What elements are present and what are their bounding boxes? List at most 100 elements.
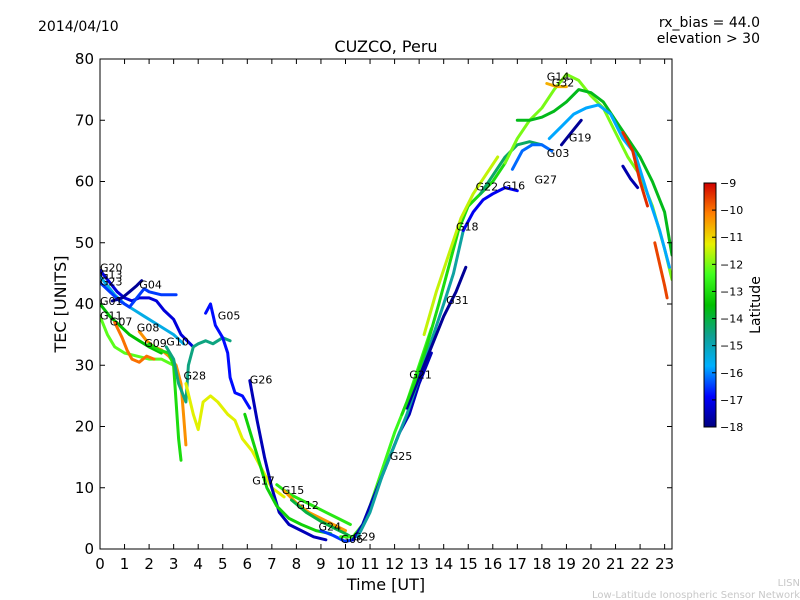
x-tick-label: 1 [120, 555, 130, 573]
sat-label-G13: G13 [100, 268, 123, 281]
series-G19 [560, 118, 583, 147]
series-G31 [405, 265, 468, 410]
series-G22 [422, 155, 500, 337]
series-G01 [100, 302, 163, 355]
y-tick-label: 50 [75, 234, 94, 252]
series-group [100, 72, 672, 544]
x-tick-label: 22 [631, 555, 650, 573]
footer-line1: LISN [778, 578, 800, 589]
chart-title: CUZCO, Peru [334, 37, 437, 56]
series-G_C [621, 131, 649, 208]
sat-label-G07: G07 [110, 315, 133, 328]
sat-label-G19: G19 [569, 132, 592, 145]
series-G26 [248, 379, 328, 542]
series-G_B [547, 103, 671, 269]
colorbar-tick-label: −13 [720, 285, 743, 298]
sat-label-G05: G05 [218, 309, 241, 322]
x-tick-label: 11 [360, 555, 379, 573]
sat-label-G27: G27 [535, 173, 558, 186]
x-tick-label: 20 [581, 555, 600, 573]
series-G07 [113, 320, 156, 364]
x-tick-label: 23 [655, 555, 674, 573]
y-axis-label: TEC [UNITS] [51, 256, 70, 354]
x-tick-label: 0 [95, 555, 105, 573]
sat-label-G10: G10 [166, 336, 189, 349]
y-tick-label: 60 [75, 173, 94, 191]
sat-label-G24: G24 [319, 521, 342, 534]
sat-label-G26: G26 [250, 374, 273, 387]
x-tick-label: 17 [508, 555, 527, 573]
colorbar-label: Latitude [748, 276, 764, 334]
series-G16 [461, 186, 519, 232]
y-tick-label: 40 [75, 295, 94, 313]
sat-label-G17: G17 [252, 475, 275, 488]
y-tick-label: 20 [75, 418, 94, 436]
footer-line2: Low-Latitude Ionospheric Sensor Network [592, 590, 800, 600]
series-G05 [204, 302, 252, 410]
colorbar-tick-label: −16 [720, 367, 743, 380]
sat-label-G32: G32 [552, 77, 575, 90]
series-G29 [339, 327, 433, 539]
elevation-label: elevation > 30 [657, 31, 760, 47]
y-axis-ticks: 0 10 20 30 40 50 60 70 80 [75, 50, 672, 558]
sat-label-G18: G18 [456, 221, 479, 234]
sat-label-G14: G14 [547, 70, 570, 83]
x-tick-label: 5 [218, 555, 228, 573]
sat-label-G20: G20 [100, 262, 123, 275]
series-G_E [653, 241, 669, 300]
x-tick-label: 14 [434, 555, 453, 573]
x-tick-label: 3 [169, 555, 179, 573]
y-tick-label: 10 [75, 479, 94, 497]
colorbar-tick-label: −10 [720, 204, 743, 217]
colorbar-tick-label: −18 [720, 421, 743, 434]
series-G20 [100, 268, 195, 349]
sat-label-G23: G23 [100, 276, 123, 289]
series-G_A [515, 88, 672, 257]
x-tick-label: 16 [483, 555, 502, 573]
sat-label-G22: G22 [476, 181, 499, 194]
x-tick-label: 19 [557, 555, 576, 573]
series-G18 [400, 161, 507, 416]
x-tick-label: 15 [459, 555, 478, 573]
rx-bias-label: rx_bias = 44.0 [659, 15, 760, 31]
sat-label-G04: G04 [139, 279, 162, 292]
x-tick-label: 10 [336, 555, 355, 573]
x-tick-label: 8 [292, 555, 302, 573]
sat-label-G31: G31 [446, 294, 469, 307]
sat-label-G09: G09 [144, 337, 167, 350]
x-tick-label: 7 [267, 555, 277, 573]
colorbar [703, 182, 717, 428]
series-G04 [110, 279, 144, 303]
colorbar-ticks: −9 −10 −11 −12 −13 −14 −15 −16 −17 −18 [712, 177, 743, 434]
x-tick-label: 9 [316, 555, 326, 573]
y-tick-label: 70 [75, 111, 94, 129]
x-tick-label: 13 [410, 555, 429, 573]
series-G32 [545, 82, 568, 89]
colorbar-tick-label: −14 [720, 313, 743, 326]
sat-label-G21: G21 [409, 369, 432, 382]
series-G13 [100, 274, 185, 346]
sat-label-G29: G29 [353, 530, 376, 543]
series-G_D [621, 164, 640, 190]
sat-label-G25: G25 [390, 450, 413, 463]
series-G14 [503, 72, 672, 281]
series-G17 [243, 412, 333, 536]
y-tick-label: 0 [84, 540, 94, 558]
sat-label-G11: G11 [100, 309, 123, 322]
date-label: 2014/04/10 [38, 19, 119, 35]
colorbar-tick-label: −12 [720, 258, 743, 271]
x-tick-label: 21 [606, 555, 625, 573]
colorbar-tick-label: −15 [720, 340, 743, 353]
series-G24 [290, 498, 355, 540]
sat-label-G16: G16 [503, 180, 526, 193]
sat-label-G08: G08 [137, 322, 160, 335]
sat-label-G01: G01 [100, 295, 123, 308]
series-G03 [510, 143, 554, 171]
series-G10 [164, 336, 232, 404]
colorbar-tick-label: −9 [720, 177, 736, 190]
x-tick-label: 12 [385, 555, 404, 573]
sat-label-G03: G03 [547, 147, 570, 160]
sat-label-G06: G06 [341, 533, 364, 546]
